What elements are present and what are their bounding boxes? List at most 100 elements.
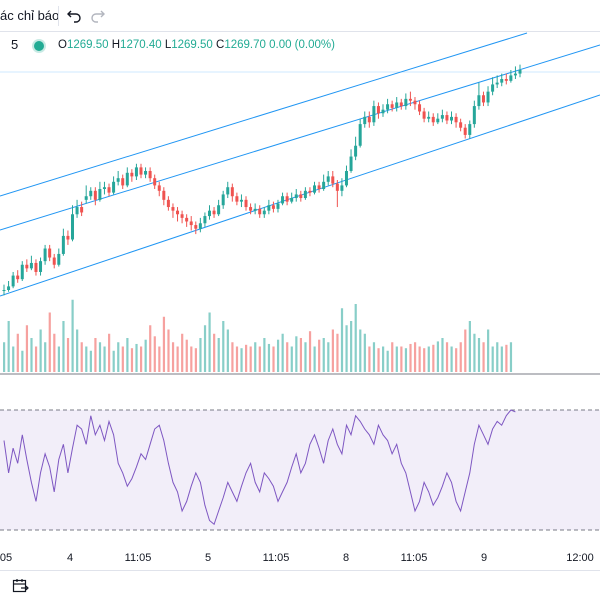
- time-axis[interactable]: 05 4 11:05 5 11:05 8 11:05 9 12:00: [0, 544, 600, 570]
- candle-body: [358, 124, 362, 146]
- candle-body: [349, 156, 353, 171]
- volume-bar: [203, 325, 207, 372]
- volume-bar: [400, 346, 403, 372]
- undo-icon[interactable]: [64, 6, 84, 26]
- candle-body: [344, 170, 348, 186]
- candle-body: [75, 207, 79, 215]
- candle-body: [459, 122, 463, 128]
- candle-body: [194, 225, 198, 229]
- close-label: C: [216, 39, 225, 51]
- volume-bar: [331, 329, 334, 372]
- volume-bar: [368, 346, 371, 372]
- time-tick: 11:05: [262, 552, 290, 564]
- volume-bar: [226, 329, 229, 372]
- candles: [2, 64, 522, 296]
- volume-bar: [455, 348, 458, 372]
- volume-bar: [281, 333, 284, 372]
- volume-bar: [245, 344, 248, 372]
- candle-body: [317, 185, 321, 190]
- candle-body: [271, 205, 275, 209]
- interval-label[interactable]: 5: [11, 37, 19, 52]
- candle-body: [404, 98, 408, 107]
- volume-bar: [350, 321, 353, 372]
- candle-body: [399, 102, 403, 107]
- candle-body: [230, 187, 234, 197]
- volume-bar: [44, 342, 47, 372]
- volume-bar: [98, 342, 102, 372]
- candle-body: [217, 205, 221, 215]
- candle-body: [7, 286, 11, 290]
- candle-body: [326, 176, 330, 182]
- volume-bar: [482, 342, 485, 372]
- candle-body: [427, 116, 431, 119]
- open-value: 1269.50: [66, 39, 109, 51]
- candle-body: [180, 214, 184, 218]
- volume-bar: [185, 339, 188, 372]
- volume-bar: [199, 338, 202, 372]
- open-label: O: [58, 39, 67, 51]
- candle-body: [313, 185, 317, 193]
- candle-body: [116, 178, 120, 182]
- volume-bar: [254, 342, 257, 372]
- close-value: 1269.70: [224, 39, 266, 51]
- candle-body: [376, 106, 380, 114]
- volume-bar: [372, 342, 376, 372]
- low-label: L: [164, 39, 172, 51]
- channel-middle-line[interactable]: [0, 44, 600, 231]
- volume-bar: [509, 342, 513, 372]
- candle-body: [176, 210, 180, 215]
- candle-body: [418, 104, 422, 112]
- market-status-dot: [34, 41, 44, 51]
- volume-bar: [354, 304, 357, 372]
- goto-date-icon[interactable]: [12, 578, 30, 594]
- indicators-button[interactable]: ác chỉ báo: [0, 8, 60, 23]
- high-value: 1270.40: [120, 39, 162, 51]
- volume-bar: [413, 342, 417, 372]
- volume-bar: [445, 342, 449, 372]
- candle-body: [89, 190, 93, 197]
- candle-body: [477, 95, 481, 107]
- candle-body: [322, 181, 326, 190]
- volume-bar: [299, 338, 303, 372]
- candle-body: [139, 167, 143, 175]
- candle-body: [367, 116, 371, 123]
- redo-icon[interactable]: [88, 6, 108, 26]
- volume-bar: [171, 342, 175, 372]
- price-chart[interactable]: [0, 0, 600, 544]
- volume-bar: [167, 329, 170, 372]
- ohlc-legend: O1269.50 H1270.40 L1269.50 C1269.70 0.00…: [58, 39, 335, 51]
- candle-body: [276, 203, 280, 209]
- volume-bar: [441, 338, 444, 372]
- candle-body: [395, 102, 399, 108]
- channel-upper-line[interactable]: [0, 32, 528, 197]
- volume-bar: [249, 346, 252, 372]
- volume-bar: [48, 312, 51, 372]
- candle-body: [518, 70, 522, 74]
- candle-body: [2, 290, 6, 291]
- candle-body: [472, 106, 476, 125]
- candle-body: [308, 190, 312, 193]
- candle-body: [390, 104, 394, 108]
- volume-bar: [409, 343, 412, 372]
- candle-body: [153, 178, 157, 186]
- candle-body: [61, 235, 65, 254]
- volume-bar: [108, 333, 111, 372]
- candle-body: [331, 176, 335, 184]
- candle-body: [11, 275, 15, 287]
- candle-body: [144, 170, 148, 175]
- candle-body: [70, 214, 74, 240]
- volume-bar: [336, 333, 339, 372]
- volume-bar: [7, 321, 10, 372]
- top-toolbar: ác chỉ báo: [0, 0, 600, 32]
- candle-body: [130, 172, 134, 177]
- volume-bar: [103, 346, 106, 372]
- change-value: 0.00 (0.00%): [269, 39, 335, 51]
- volume-bar: [276, 339, 280, 372]
- volume-bar: [427, 346, 430, 372]
- volume-bar: [318, 339, 321, 372]
- candle-body: [48, 248, 52, 258]
- volume-bar: [153, 336, 156, 372]
- volume-bar: [496, 342, 499, 372]
- time-tick: 05: [0, 552, 13, 564]
- candle-body: [491, 84, 495, 92]
